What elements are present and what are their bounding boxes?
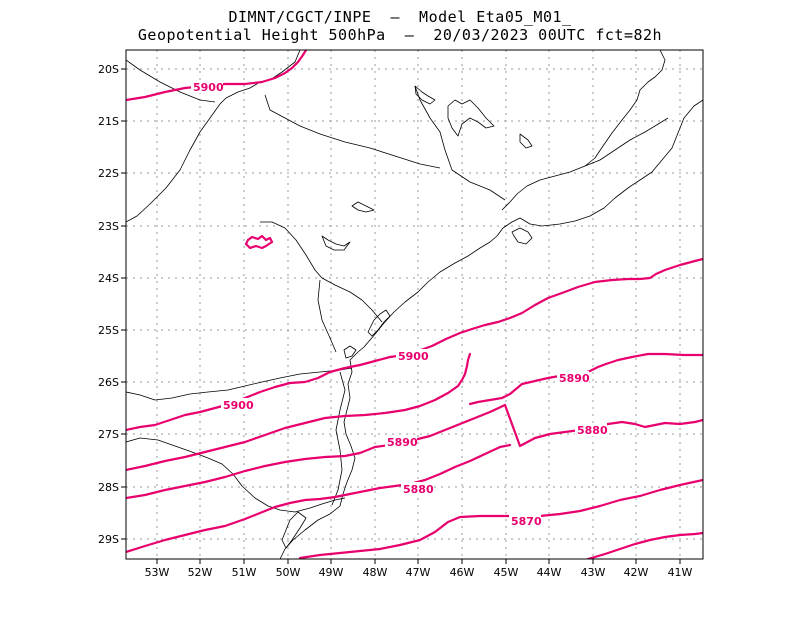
reservoir <box>447 99 495 137</box>
tick-marks <box>121 68 681 564</box>
reservoir <box>351 201 375 213</box>
y-tick-label: 25S <box>98 324 119 337</box>
lagoon-dos-patos <box>281 511 307 549</box>
x-tick-label: 43W <box>581 566 606 579</box>
y-axis-labels: 20S 21S 22S 23S 24S 25S 26S 27S 28S 29S <box>98 63 119 546</box>
contour-line-5870-b <box>298 478 703 559</box>
x-tick-label: 47W <box>406 566 431 579</box>
contour-label: 5880 <box>403 483 434 496</box>
contour-label: 5900 <box>193 81 224 94</box>
y-tick-label: 29S <box>98 533 119 546</box>
border-internal-3 <box>414 85 506 201</box>
reservoir <box>414 85 436 105</box>
x-tick-label: 46W <box>450 566 475 579</box>
border-pr-sc <box>126 367 353 401</box>
y-tick-label: 23S <box>98 220 119 233</box>
contour-line-5900-north <box>126 50 308 102</box>
x-tick-label: 50W <box>276 566 301 579</box>
x-tick-label: 52W <box>188 566 213 579</box>
border-internal-2 <box>264 94 441 169</box>
border-mg-rj <box>501 99 638 211</box>
coastline-rj-es <box>541 99 703 227</box>
contour-label: 5880 <box>577 424 608 437</box>
y-tick-label: 24S <box>98 272 119 285</box>
reservoir <box>321 235 351 251</box>
y-tick-label: 26S <box>98 376 119 389</box>
y-tick-label: 28S <box>98 481 119 494</box>
contour-line-5900-south <box>126 257 703 432</box>
coastline-ba <box>636 50 666 101</box>
x-tick-label: 51W <box>232 566 257 579</box>
contour-line-5900-closed <box>244 234 274 250</box>
geopotential-contours <box>126 50 703 559</box>
bay-babitonga <box>343 345 357 359</box>
contour-label: 5870 <box>511 515 542 528</box>
chart-title-line-1: DIMNT/CGCT/INPE – Model Eta05_M01_ <box>228 8 572 26</box>
x-tick-label: 48W <box>363 566 388 579</box>
x-tick-label: 42W <box>624 566 649 579</box>
border-ms <box>126 59 216 103</box>
contour-line-5880-a <box>126 403 507 500</box>
contour-label: 5900 <box>398 350 429 363</box>
border-internal-1 <box>317 279 337 353</box>
contour-line-5880-b <box>503 403 703 448</box>
coastline <box>279 217 543 559</box>
contour-line-5890-a <box>126 352 472 472</box>
y-tick-label: 27S <box>98 428 119 441</box>
x-tick-label: 53W <box>145 566 170 579</box>
contour-label: 5890 <box>559 372 590 385</box>
x-tick-label: 44W <box>537 566 562 579</box>
x-tick-label: 41W <box>668 566 693 579</box>
chart-title-line-2: Geopotential Height 500hPa – 20/03/2023 … <box>137 26 663 44</box>
bay-guanabara <box>511 227 533 245</box>
border-internal-4 <box>584 117 669 167</box>
x-tick-label: 45W <box>494 566 519 579</box>
contour-labels: 5900 5900 5900 5890 5890 5880 5880 5870 <box>191 80 608 528</box>
contour-label: 5900 <box>223 399 254 412</box>
contour-line-5870 <box>126 443 512 554</box>
border-sp-pr <box>260 221 383 323</box>
x-axis-labels: 53W 52W 51W 50W 49W 48W 47W 46W 45W 44W … <box>145 566 693 579</box>
border-mg-sp <box>126 50 301 223</box>
contour-line-5860 <box>586 531 703 559</box>
map-frame <box>125 49 704 560</box>
contour-label: 5890 <box>387 436 418 449</box>
coastline-and-borders <box>126 50 703 559</box>
border-internal-5 <box>331 371 346 506</box>
y-tick-label: 20S <box>98 63 119 76</box>
border-sc-rs <box>126 437 346 513</box>
bay-paranagua <box>367 309 391 337</box>
y-tick-label: 22S <box>98 167 119 180</box>
reservoir <box>519 133 533 149</box>
x-tick-label: 49W <box>319 566 344 579</box>
y-tick-label: 21S <box>98 115 119 128</box>
